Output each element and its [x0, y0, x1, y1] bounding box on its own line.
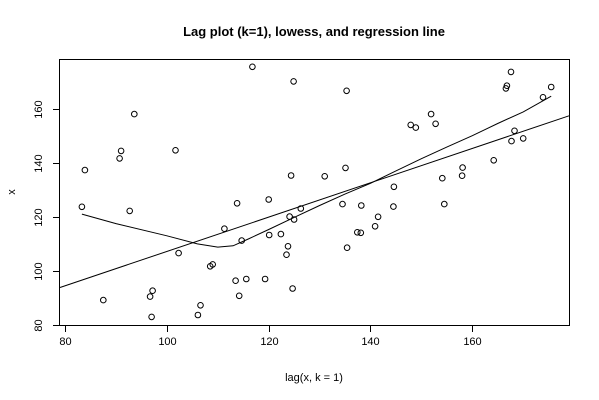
data-point	[148, 313, 155, 321]
y-tick-label: 140	[33, 154, 45, 172]
data-point	[297, 205, 305, 212]
data-point	[126, 207, 133, 215]
y-tick-label: 160	[33, 100, 45, 118]
data-point	[175, 249, 182, 257]
y-tick-label: 120	[33, 208, 45, 226]
x-tick-label: 80	[59, 336, 71, 348]
data-point	[117, 147, 125, 155]
y-axis-label: x	[6, 189, 18, 195]
data-point	[286, 213, 293, 220]
plot-frame	[59, 59, 570, 326]
data-point	[81, 166, 89, 174]
regression-line-group	[59, 115, 570, 288]
data-point	[78, 203, 86, 211]
x-tick-label: 160	[463, 336, 481, 348]
data-point	[342, 164, 349, 172]
data-point	[277, 230, 285, 238]
data-point	[235, 292, 243, 300]
data-point	[503, 82, 511, 89]
data-point	[100, 296, 107, 304]
x-axis-label: lag(x, k = 1)	[285, 372, 343, 384]
data-point	[290, 216, 298, 223]
data-point	[357, 229, 365, 237]
x-tick-label: 140	[361, 336, 379, 348]
data-point	[458, 172, 466, 179]
data-point	[371, 223, 379, 230]
data-point	[232, 277, 239, 285]
data-point	[539, 94, 547, 101]
data-point	[289, 285, 296, 292]
data-point	[265, 231, 273, 239]
data-point	[243, 275, 250, 283]
data-point	[194, 311, 202, 319]
data-point	[343, 244, 351, 251]
data-point	[131, 110, 138, 118]
data-point	[172, 147, 179, 154]
data-point	[412, 124, 420, 131]
x-tick-label: 100	[158, 336, 176, 348]
y-axis: 80 100 120 140 160	[33, 100, 60, 332]
data-point	[249, 63, 256, 71]
data-point	[354, 229, 361, 236]
data-point	[209, 261, 216, 268]
data-point	[197, 302, 204, 309]
y-tick-label: 80	[33, 319, 45, 331]
lowess-curve-group	[81, 95, 552, 248]
data-point	[441, 200, 448, 208]
data-point	[283, 251, 290, 258]
data-point	[284, 243, 292, 250]
chart-title: Lag plot (k=1), lowess, and regression l…	[183, 24, 445, 39]
data-point	[339, 200, 346, 208]
data-point	[116, 155, 123, 162]
data-point	[439, 174, 446, 182]
x-tick-label: 120	[260, 336, 278, 348]
data-point	[427, 110, 435, 118]
data-point	[287, 172, 295, 179]
data-point	[547, 83, 555, 91]
data-point	[238, 237, 245, 244]
regression-line	[59, 115, 570, 288]
data-point	[490, 157, 498, 164]
data-point	[261, 275, 269, 283]
data-points	[78, 63, 555, 321]
data-point	[321, 173, 329, 180]
data-point	[407, 121, 415, 129]
data-point	[146, 293, 154, 300]
data-point	[374, 213, 382, 221]
lowess-curve	[81, 95, 552, 248]
y-tick-label: 100	[33, 262, 45, 280]
data-point	[519, 135, 527, 142]
data-point	[343, 87, 350, 95]
data-point	[290, 78, 297, 85]
data-point	[390, 203, 397, 210]
data-point	[432, 120, 439, 128]
data-point	[459, 164, 466, 171]
data-point	[507, 68, 515, 76]
data-point	[149, 287, 156, 295]
data-point	[221, 225, 228, 232]
data-point	[265, 196, 273, 203]
x-axis: 80 100 120 140 160	[59, 325, 482, 348]
data-point	[358, 202, 365, 209]
data-point	[233, 200, 241, 207]
data-point	[508, 137, 515, 145]
data-point	[390, 183, 398, 191]
data-point	[511, 127, 518, 135]
